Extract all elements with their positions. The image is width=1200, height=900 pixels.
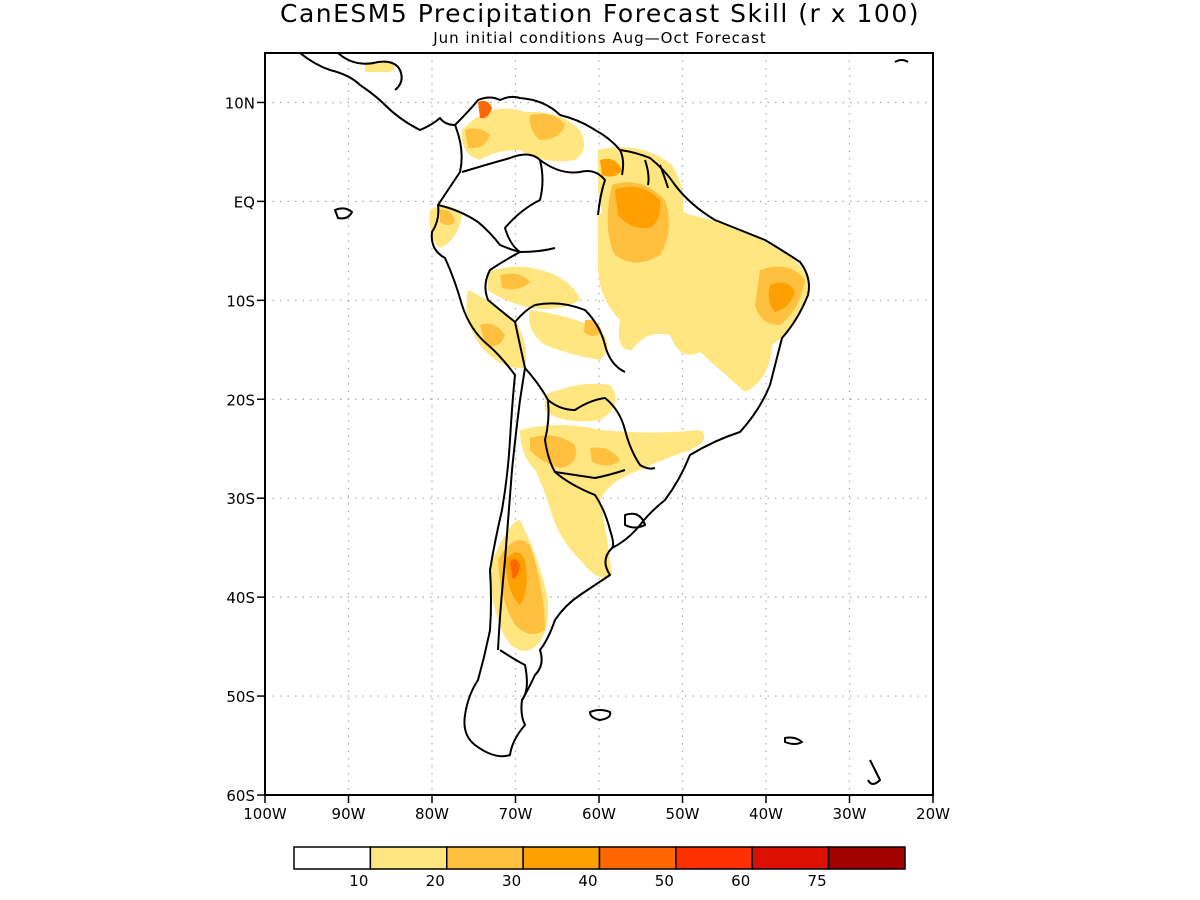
skill-region-10-20 bbox=[488, 266, 580, 309]
colorbar-label: 10 bbox=[349, 872, 368, 890]
lon-tick-label: 100W bbox=[243, 805, 287, 823]
colorbar-label: 50 bbox=[655, 872, 674, 890]
lon-tick-label: 90W bbox=[332, 805, 366, 823]
skill-region-10-20 bbox=[365, 62, 395, 72]
skill-region-30-40 bbox=[600, 158, 622, 177]
skill-region-20-30 bbox=[584, 319, 602, 336]
colorbar-label: 30 bbox=[502, 872, 521, 890]
colorbar-swatch bbox=[369, 846, 448, 870]
skill-region-10-20 bbox=[529, 310, 608, 360]
lon-tick-label: 40W bbox=[749, 805, 783, 823]
skill-region-20-30 bbox=[440, 209, 455, 225]
colorbar-label: 20 bbox=[426, 872, 445, 890]
skill-region-20-30 bbox=[530, 435, 576, 468]
colorbar-swatch bbox=[446, 846, 524, 870]
lat-tick-label: 40S bbox=[226, 589, 255, 607]
colorbar-label: 40 bbox=[578, 872, 597, 890]
skill-region-30-40 bbox=[505, 552, 527, 605]
skill-region-20-30 bbox=[590, 447, 620, 466]
lat-tick-label: 60S bbox=[226, 787, 255, 805]
skill-region-40-50 bbox=[478, 100, 492, 119]
lon-tick-label: 60W bbox=[582, 805, 616, 823]
skill-region-10-20 bbox=[545, 383, 616, 422]
colorbar-swatch bbox=[522, 846, 601, 870]
lat-tick-label: EQ bbox=[234, 193, 255, 211]
skill-region-30-40 bbox=[768, 282, 795, 312]
lat-tick-label: 10S bbox=[226, 292, 255, 310]
colorbar-label: 75 bbox=[808, 872, 827, 890]
lat-tick-label: 10N bbox=[225, 94, 255, 112]
skill-shading bbox=[365, 62, 810, 651]
colorbar-label: 60 bbox=[731, 872, 750, 890]
lon-tick-label: 20W bbox=[916, 805, 950, 823]
coastlines-borders bbox=[299, 53, 909, 785]
skill-region-30-40 bbox=[615, 186, 661, 229]
colorbar-swatch bbox=[827, 846, 906, 870]
map-subtitle: Jun initial conditions Aug—Oct Forecast bbox=[433, 29, 767, 47]
skill-region-20-30 bbox=[529, 113, 565, 140]
colorbar-swatch bbox=[675, 846, 753, 870]
lon-tick-label: 70W bbox=[499, 805, 533, 823]
map-title: CanESM5 Precipitation Forecast Skill (r … bbox=[280, 0, 920, 28]
skill-region-20-30 bbox=[465, 128, 490, 149]
lat-tick-label: 20S bbox=[226, 391, 255, 409]
colorbar-swatch bbox=[293, 846, 372, 870]
lat-tick-label: 30S bbox=[226, 490, 255, 508]
colorbar-swatch bbox=[598, 846, 677, 870]
lat-tick-label: 50S bbox=[226, 688, 255, 706]
skill-region-40-50 bbox=[510, 559, 520, 579]
lon-tick-label: 30W bbox=[833, 805, 867, 823]
colorbar-swatch bbox=[751, 846, 830, 870]
lon-tick-label: 80W bbox=[415, 805, 449, 823]
lon-tick-label: 50W bbox=[666, 805, 700, 823]
colorbar: 10 20 30 40 50 60 75 bbox=[293, 846, 906, 890]
skill-region-20-30 bbox=[500, 273, 530, 290]
skill-region-20-30 bbox=[480, 323, 505, 347]
